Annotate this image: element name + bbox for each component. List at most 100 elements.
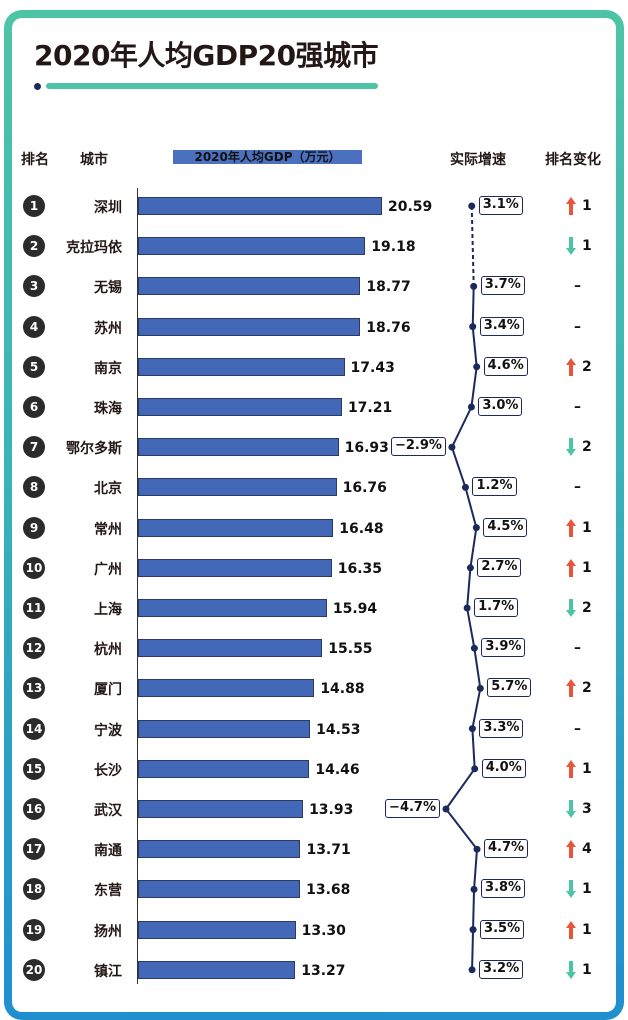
- growth-point: [473, 845, 481, 853]
- header-city: 城市: [80, 152, 108, 168]
- arrow-down-icon: [566, 237, 576, 259]
- growth-label: 1.7%: [474, 598, 519, 617]
- growth-segment: [469, 527, 478, 568]
- rank-badge: 9: [23, 516, 45, 539]
- rank-change: 1: [582, 238, 592, 255]
- growth-label: 4.5%: [483, 517, 528, 537]
- growth-point: [468, 966, 476, 974]
- rank-badge: 8: [23, 476, 45, 499]
- gdp-bar: [138, 639, 323, 658]
- gdp-value: 13.30: [301, 922, 346, 939]
- growth-label: 3.5%: [480, 919, 525, 939]
- gdp-bar: [138, 398, 342, 416]
- rank-badge: 7: [23, 436, 45, 459]
- city-name: 广州: [94, 561, 122, 578]
- growth-segment: [445, 768, 476, 810]
- city-name: 东营: [94, 883, 122, 900]
- rank-change: 4: [582, 841, 592, 858]
- rank-badge: 18: [23, 878, 45, 901]
- growth-point: [466, 564, 474, 572]
- growth-segment: [471, 688, 482, 729]
- growth-label: 5.7%: [487, 678, 532, 698]
- arrow-down-icon: [566, 800, 576, 822]
- city-name: 珠海: [94, 401, 122, 417]
- growth-label: 4.0%: [481, 758, 526, 778]
- arrow-up-icon: [566, 840, 576, 862]
- arrow-up-icon: [566, 558, 576, 581]
- rank-change: 1: [582, 961, 592, 978]
- growth-point: [470, 644, 478, 652]
- growth-point: [467, 403, 475, 411]
- city-name: 北京: [94, 481, 122, 498]
- title-underline-dot: [34, 83, 41, 90]
- arrow-up-icon: [566, 518, 576, 541]
- growth-point: [442, 805, 450, 813]
- rank-change: –: [574, 640, 581, 657]
- gdp-bar: [138, 960, 296, 979]
- rank-badge: 12: [23, 637, 45, 660]
- rank-badge: 19: [23, 918, 45, 941]
- gdp-value: 13.27: [301, 962, 346, 979]
- growth-label: 2.7%: [477, 557, 522, 577]
- rank-change: 1: [582, 760, 592, 777]
- growth-label: 1.2%: [472, 477, 517, 497]
- rank-change: 3: [582, 801, 592, 817]
- city-name: 长沙: [94, 762, 122, 779]
- city-name: 杭州: [94, 642, 122, 659]
- growth-point: [472, 524, 480, 532]
- rank-change: 1: [582, 881, 592, 898]
- rank-change: 2: [582, 600, 592, 616]
- gdp-value: 18.76: [366, 319, 411, 336]
- rank-badge: 13: [23, 677, 45, 700]
- gdp-value: 19.18: [371, 239, 416, 256]
- header-rank: 排名: [21, 152, 49, 168]
- growth-point: [461, 483, 469, 491]
- arrow-up-icon: [566, 679, 576, 701]
- growth-point: [473, 363, 481, 371]
- rank-badge: 4: [23, 315, 45, 338]
- city-name: 克拉玛依: [66, 240, 122, 257]
- growth-segment: [470, 205, 475, 287]
- growth-segment: [471, 286, 475, 327]
- gdp-bar: [138, 679, 315, 698]
- growth-segment: [466, 607, 476, 649]
- growth-label: 3.4%: [479, 316, 524, 336]
- rank-change: 2: [582, 680, 592, 697]
- rank-badge: 1: [23, 195, 45, 217]
- city-name: 苏州: [94, 320, 122, 337]
- growth-point: [476, 684, 484, 692]
- growth-point: [468, 725, 476, 733]
- growth-label: 3.7%: [480, 276, 525, 296]
- gdp-value: 15.55: [328, 641, 373, 658]
- arrow-down-icon: [566, 438, 576, 460]
- rank-change: 1: [582, 921, 592, 938]
- rank-change: –: [574, 318, 581, 335]
- gdp-value: 16.48: [339, 520, 384, 537]
- growth-label: −4.7%: [385, 799, 440, 818]
- gdp-bar: [138, 759, 310, 778]
- city-name: 武汉: [94, 803, 122, 819]
- growth-point: [469, 323, 477, 331]
- growth-segment: [470, 366, 478, 408]
- gdp-bar: [138, 197, 382, 215]
- rank-change: 1: [582, 198, 592, 214]
- arrow-down-icon: [566, 599, 576, 621]
- city-name: 南通: [94, 843, 122, 860]
- city-name: 宁波: [94, 722, 122, 739]
- gdp-value: 15.94: [332, 601, 378, 617]
- growth-point: [470, 282, 478, 290]
- growth-segment: [473, 648, 482, 689]
- gdp-value: 13.71: [306, 842, 351, 859]
- gdp-value: 18.77: [366, 279, 411, 296]
- gdp-value: 16.93: [344, 440, 389, 457]
- arrow-down-icon: [566, 960, 576, 983]
- arrow-up-icon: [566, 920, 576, 943]
- rank-badge: 15: [23, 757, 45, 780]
- city-name: 深圳: [94, 200, 122, 216]
- gdp-value: 14.53: [316, 721, 361, 738]
- rank-badge: 3: [23, 275, 45, 298]
- rank-change: 1: [582, 519, 592, 536]
- gdp-bar: [138, 237, 366, 256]
- growth-segment: [445, 808, 478, 850]
- gdp-value: 14.88: [320, 681, 365, 698]
